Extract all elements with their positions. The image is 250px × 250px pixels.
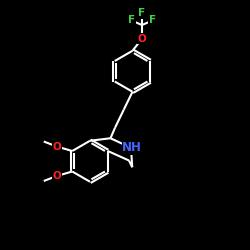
Text: NH: NH: [122, 141, 142, 154]
Text: O: O: [138, 34, 146, 44]
Text: F: F: [138, 8, 145, 18]
Text: F: F: [149, 16, 156, 26]
Text: O: O: [52, 142, 61, 152]
Text: F: F: [128, 16, 135, 26]
Text: O: O: [52, 171, 61, 181]
